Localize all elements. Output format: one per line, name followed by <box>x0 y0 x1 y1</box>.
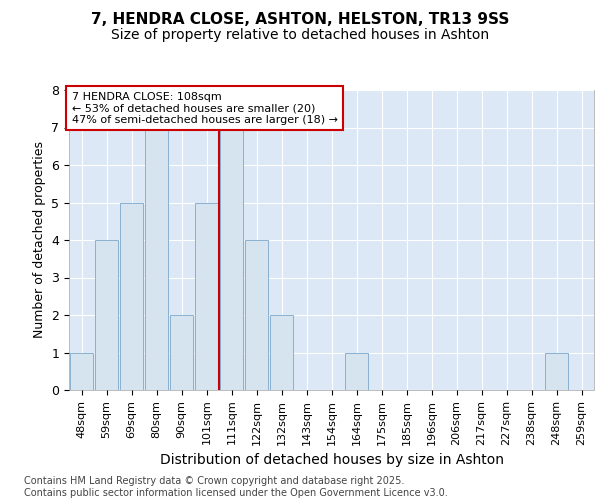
Bar <box>220 128 243 390</box>
Bar <box>70 352 93 390</box>
Bar <box>145 128 168 390</box>
Bar <box>170 315 193 390</box>
Text: 7 HENDRA CLOSE: 108sqm
← 53% of detached houses are smaller (20)
47% of semi-det: 7 HENDRA CLOSE: 108sqm ← 53% of detached… <box>71 92 338 124</box>
Bar <box>245 240 268 390</box>
Bar <box>120 202 143 390</box>
Bar <box>270 315 293 390</box>
Text: Size of property relative to detached houses in Ashton: Size of property relative to detached ho… <box>111 28 489 42</box>
Bar <box>345 352 368 390</box>
X-axis label: Distribution of detached houses by size in Ashton: Distribution of detached houses by size … <box>160 453 503 467</box>
Bar <box>195 202 218 390</box>
Bar <box>545 352 568 390</box>
Bar <box>95 240 118 390</box>
Text: 7, HENDRA CLOSE, ASHTON, HELSTON, TR13 9SS: 7, HENDRA CLOSE, ASHTON, HELSTON, TR13 9… <box>91 12 509 28</box>
Y-axis label: Number of detached properties: Number of detached properties <box>33 142 46 338</box>
Text: Contains HM Land Registry data © Crown copyright and database right 2025.
Contai: Contains HM Land Registry data © Crown c… <box>24 476 448 498</box>
